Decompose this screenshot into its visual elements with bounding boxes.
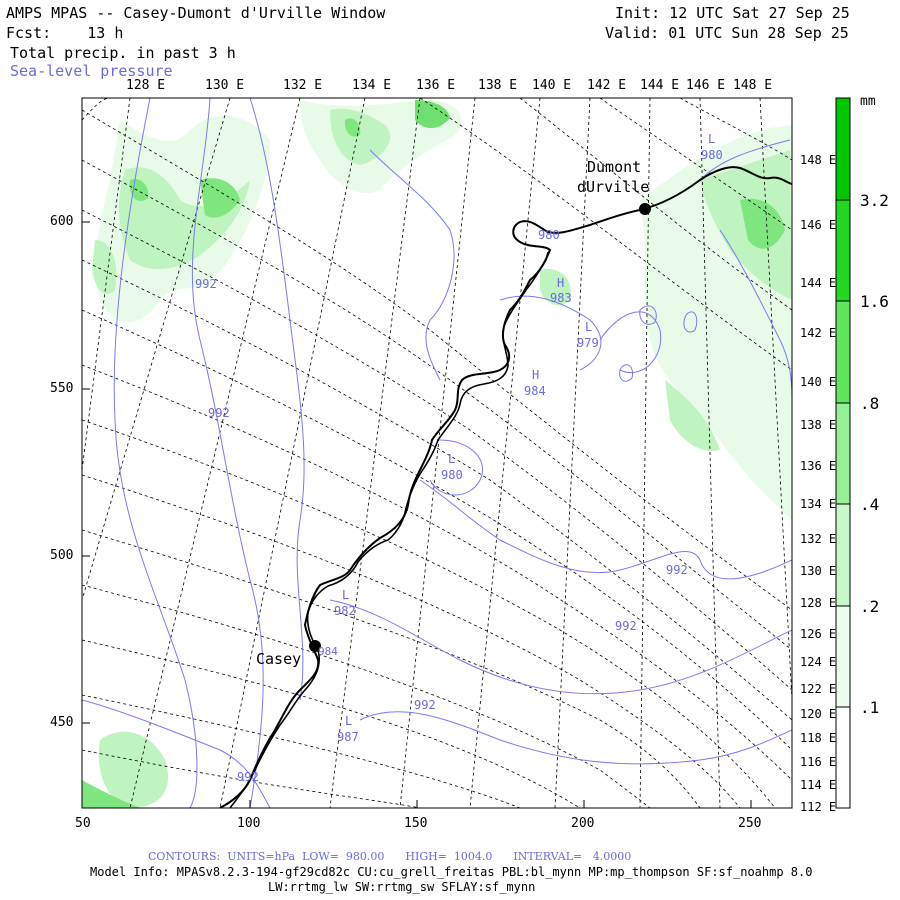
pressure-value: 987 — [337, 730, 359, 744]
colorbar-bin — [836, 707, 850, 808]
pressure-value: 980 — [441, 468, 463, 482]
station-label-dumont: Dumont — [587, 158, 642, 176]
right-lon-label: 136 E — [800, 459, 837, 473]
pressure-value: 992 — [666, 563, 688, 577]
right-lon-label: 128 E — [800, 596, 837, 610]
right-lon-label: 138 E — [800, 418, 837, 432]
x-axis-label: 100 — [237, 816, 261, 831]
valid-time: Valid: 01 UTC Sun 28 Sep 25 — [605, 24, 849, 42]
right-lon-label: 126 E — [800, 627, 837, 641]
pressure-value: 983 — [550, 291, 572, 305]
right-lon-label: 116 E — [800, 755, 837, 769]
right-lon-label: 120 E — [800, 707, 837, 721]
right-lon-label: 114 E — [800, 778, 837, 792]
pressure-center-type: L — [585, 320, 593, 334]
top-lon-label: 136 E — [416, 78, 456, 93]
colorbar-frame — [835, 97, 851, 809]
pressure-value: 992 — [208, 406, 230, 420]
top-lon-label: 128 E — [126, 78, 166, 93]
station-label-durville: dUrville — [577, 178, 650, 196]
top-lon-label: 144 E — [640, 78, 680, 93]
pressure-center-type: L — [342, 588, 350, 602]
latlon-grid — [82, 98, 792, 808]
y-axis-label: 600 — [50, 214, 74, 229]
init-time: Init: 12 UTC Sat 27 Sep 25 — [615, 4, 850, 22]
coastline-inner — [229, 251, 549, 808]
pressure-value: 980 — [538, 228, 560, 242]
colorbar — [835, 97, 851, 809]
pressure-center-type: L — [345, 714, 353, 728]
forecast-hour: Fcst: 13 h — [6, 24, 124, 42]
x-axis-label: 150 — [404, 816, 428, 831]
map-title: AMPS MPAS -- Casey-Dumont d'Urville Wind… — [6, 4, 386, 22]
right-lon-label: 144 E — [800, 276, 837, 290]
pressure-value: 992 — [195, 277, 217, 291]
model-info: Model Info: MPASv8.2.3-194-gf29cd82c CU:… — [90, 865, 813, 879]
pressure-value: 982 — [334, 604, 356, 618]
colorbar-label: .4 — [860, 495, 880, 514]
model-info-physics: LW:rrtmg_lw SW:rrtmg_sw SFLAY:sf_mynn — [268, 880, 536, 894]
colorbar-bin — [836, 504, 850, 606]
axis-ticks — [81, 221, 752, 808]
top-lon-label: 130 E — [205, 78, 245, 93]
colorbar-unit: mm — [860, 94, 876, 109]
colorbar-label: .2 — [860, 597, 880, 616]
top-lon-label: 140 E — [532, 78, 572, 93]
colorbar-label: 1.6 — [860, 292, 889, 311]
pressure-center-type: H — [532, 368, 540, 382]
pressure-value: 984 — [318, 645, 338, 658]
pressure-center-type: L — [448, 452, 456, 466]
precip-shading — [82, 99, 792, 808]
colorbar-label: 3.2 — [860, 191, 889, 210]
map-frame — [81, 97, 793, 809]
colorbar-label: .1 — [860, 698, 880, 717]
colorbar-bin — [836, 98, 850, 200]
right-lon-label: 140 E — [800, 375, 837, 389]
right-lon-label: 146 E — [800, 218, 837, 232]
pressure-value: 992 — [414, 698, 436, 712]
y-axis-label: 550 — [50, 381, 74, 396]
right-lon-label: 124 E — [800, 655, 837, 669]
top-lon-label: 148 E — [733, 78, 773, 93]
colorbar-bin — [836, 301, 850, 403]
right-lon-label: 134 E — [800, 497, 837, 511]
pressure-value: 979 — [577, 336, 599, 350]
pressure-center-type: L — [708, 132, 716, 146]
right-lon-label: 122 E — [800, 682, 837, 696]
top-lon-label: 138 E — [478, 78, 518, 93]
x-axis-label: 50 — [75, 816, 91, 831]
colorbar-bin — [836, 403, 850, 504]
y-axis-label: 450 — [50, 715, 74, 730]
pressure-value: 992 — [237, 770, 259, 784]
top-lon-label: 134 E — [352, 78, 392, 93]
contours-info: CONTOURS: UNITS=hPa LOW= 980.00 HIGH= 10… — [148, 850, 632, 863]
x-axis-label: 250 — [738, 816, 762, 831]
station-label-casey: Casey — [256, 650, 302, 668]
right-lon-label: 142 E — [800, 326, 837, 340]
top-lon-label: 132 E — [283, 78, 323, 93]
pressure-value: 980 — [701, 148, 723, 162]
pressure-value: 984 — [524, 384, 546, 398]
top-lon-label: 142 E — [587, 78, 627, 93]
dumont-durville-station-marker — [639, 203, 651, 215]
colorbar-bin — [836, 606, 850, 707]
pressure-contours — [82, 98, 792, 808]
pressure-value: 992 — [615, 619, 637, 633]
top-lon-label: 146 E — [686, 78, 726, 93]
colorbar-bin — [836, 200, 850, 301]
pressure-center-type: H — [557, 276, 565, 290]
right-lon-label: 130 E — [800, 564, 837, 578]
right-lon-label: 112 E — [800, 800, 837, 814]
casey-station-marker — [309, 640, 321, 652]
y-axis-label: 500 — [50, 548, 74, 563]
x-axis-label: 200 — [571, 816, 595, 831]
right-lon-label: 148 E — [800, 153, 837, 167]
product-name: Total precip. in past 3 h — [10, 44, 236, 62]
right-lon-label: 132 E — [800, 532, 837, 546]
colorbar-label: .8 — [860, 394, 880, 413]
overlay-name: Sea-level pressure — [10, 62, 173, 80]
right-lon-label: 118 E — [800, 731, 837, 745]
